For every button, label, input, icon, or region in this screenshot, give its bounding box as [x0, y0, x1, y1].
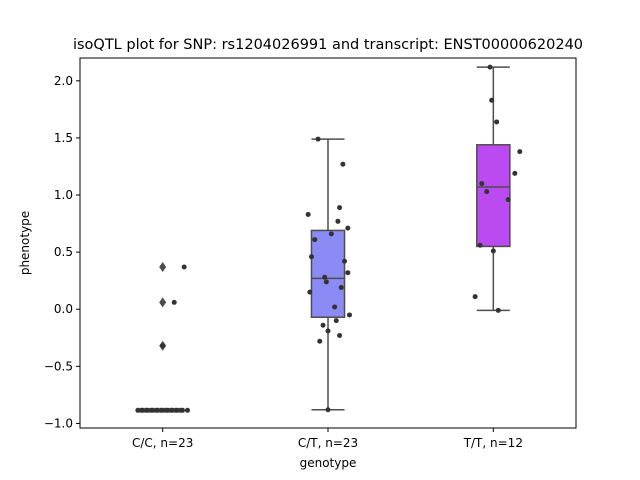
data-point [517, 149, 523, 155]
data-point [163, 407, 169, 413]
data-point [325, 328, 331, 334]
data-point [143, 407, 149, 413]
data-point [505, 197, 511, 203]
data-point [173, 407, 179, 413]
data-point [317, 338, 323, 344]
data-point [328, 231, 334, 237]
box-group-2 [305, 136, 352, 413]
data-point [472, 294, 478, 300]
data-point [158, 407, 164, 413]
data-point [178, 407, 184, 413]
data-point [312, 237, 318, 243]
x-axis-label: genotype [300, 456, 357, 470]
data-point [333, 318, 339, 324]
data-point [332, 304, 338, 310]
data-point [337, 205, 343, 211]
data-point [160, 343, 166, 349]
box-group-1 [135, 261, 190, 413]
data-point [346, 312, 352, 318]
x-tick-label: C/T, n=23 [298, 436, 358, 450]
data-point [138, 407, 144, 413]
data-point [323, 279, 329, 285]
data-point [153, 407, 159, 413]
box-iqr [310, 229, 346, 318]
y-tick-label: 1.0 [54, 188, 73, 202]
data-point [168, 407, 174, 413]
y-tick-label: 2.0 [54, 74, 73, 88]
data-point [181, 264, 187, 270]
axes: −1.0 −0.5 0.0 0.5 1.0 1.5 2.0 C/C, n=23 C/T, n=2… [44, 74, 523, 450]
data-point [342, 258, 348, 264]
y-tick-label: −0.5 [44, 359, 73, 373]
y-tick-label: 1.5 [54, 131, 73, 145]
data-point [315, 136, 321, 142]
x-tick-label: C/C, n=23 [132, 436, 193, 450]
outlier-marker [159, 261, 167, 272]
data-point [308, 254, 314, 260]
data-point [477, 242, 483, 248]
data-point [340, 161, 346, 167]
data-point [494, 119, 500, 125]
data-point [184, 407, 190, 413]
y-tick-label: −1.0 [44, 416, 73, 430]
data-point [495, 307, 501, 313]
data-point [512, 170, 518, 176]
data-point [325, 407, 331, 413]
data-point [345, 270, 351, 276]
x-tick-label: T/T, n=12 [463, 436, 523, 450]
y-axis-label: phenotype [18, 211, 32, 275]
data-point [479, 181, 485, 187]
data-point [337, 333, 343, 338]
data-point [487, 64, 493, 70]
data-point [335, 218, 341, 224]
box-iqr [476, 144, 511, 248]
data-point [322, 274, 328, 280]
data-point [490, 248, 496, 254]
data-point [489, 97, 495, 103]
data-point [307, 289, 313, 295]
data-point [148, 407, 154, 413]
data-point [345, 225, 351, 231]
data-point [338, 285, 344, 291]
box-group-3 [472, 64, 523, 313]
y-tick-label: 0.5 [54, 245, 73, 259]
data-point [171, 299, 177, 305]
outlier-marker [159, 297, 167, 308]
chart-title: isoQTL plot for SNP: rs1204026991 and tr… [73, 37, 583, 53]
data-point [305, 211, 311, 217]
data-point [320, 322, 326, 328]
y-tick-label: 0.0 [54, 302, 73, 316]
plot-area [135, 64, 523, 413]
data-point [484, 189, 490, 195]
